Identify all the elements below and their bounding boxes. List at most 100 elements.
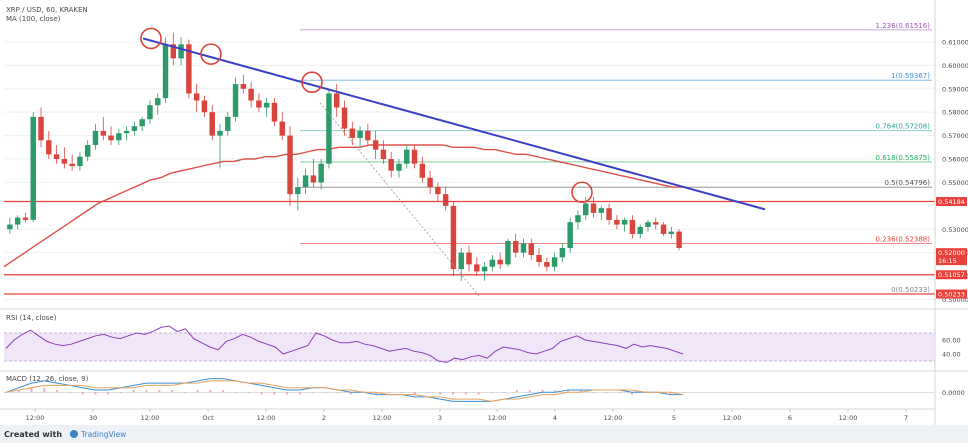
macd-histogram-bar: [605, 392, 608, 393]
candle-body: [53, 154, 60, 160]
candle-body: [372, 140, 379, 150]
fib-level-label: 1.236(0.61516): [876, 22, 931, 30]
candle-body: [497, 259, 503, 265]
rsi-line: [5, 325, 684, 363]
candle-body: [302, 175, 309, 188]
fib-level-label: 0.5(0.54796): [884, 179, 930, 187]
candle-body: [14, 217, 21, 225]
candle-body: [147, 105, 153, 120]
swing-circle: [200, 43, 222, 65]
price-tag: [936, 248, 967, 258]
macd-histogram-bar: [17, 390, 20, 393]
candle-body: [520, 243, 527, 253]
candle-body: [551, 257, 558, 267]
macd-histogram-bar: [222, 390, 225, 393]
price-tick-label: 0.59000: [942, 85, 968, 93]
candle-body: [217, 130, 223, 136]
macd-histogram-bar: [426, 392, 429, 393]
macd-histogram-bar: [349, 392, 352, 395]
footer-brand[interactable]: TradingView: [80, 430, 126, 439]
candle-body: [287, 135, 293, 195]
price-tag-label: 0.52000: [938, 249, 965, 257]
candle-body: [170, 44, 177, 59]
candle-body: [256, 100, 262, 108]
x-tick-label: 3: [438, 414, 442, 422]
trendline: [142, 37, 766, 298]
candle-body: [512, 240, 519, 253]
candle-body: [427, 177, 433, 188]
candle-body: [61, 159, 68, 164]
rsi-label: RSI (14, close): [6, 314, 57, 322]
candle-body: [660, 224, 667, 234]
candle-body: [232, 84, 239, 117]
macd-label: MACD (12, 26, close, 9): [6, 375, 89, 383]
candle-body: [583, 203, 589, 216]
ma-indicator-label: MA (100, close): [6, 15, 61, 23]
macd-histogram-bar: [171, 390, 174, 393]
candle-body: [201, 100, 208, 113]
candle-body: [590, 203, 597, 213]
x-tick-label: 30: [89, 414, 97, 422]
candle-body: [474, 264, 480, 272]
candle-body: [365, 130, 371, 141]
candle-body: [559, 247, 566, 258]
support-lines: [4, 200, 935, 295]
candle-body: [155, 98, 161, 106]
candle-body: [505, 240, 511, 265]
macd-histogram-bar: [400, 392, 403, 393]
candle-body: [248, 88, 254, 101]
candle-body: [209, 112, 215, 136]
bearish-trendline: [142, 37, 766, 211]
macd-histogram-bar: [209, 390, 212, 393]
macd-histogram-bar: [375, 392, 378, 395]
x-tick-label: 5: [672, 414, 676, 422]
macd-histogram-bar: [528, 390, 531, 393]
candle-body: [38, 116, 44, 141]
macd-histogram-bar: [273, 392, 276, 395]
candle-body: [614, 219, 620, 225]
candle-body: [676, 231, 682, 248]
candle-body: [411, 149, 418, 164]
price-tag-label: 0.50233: [938, 291, 965, 299]
macd-histogram-bar: [5, 392, 7, 393]
macd-histogram-bar: [592, 392, 595, 393]
candle-body: [84, 144, 91, 157]
candle-body: [116, 133, 122, 141]
ma100-line: [3, 144, 683, 268]
macd-histogram-bar: [81, 392, 84, 395]
decline-guide-line: [319, 102, 481, 298]
candle-body: [598, 208, 605, 213]
x-tick-label: 12:00: [604, 414, 623, 422]
swing-circle: [301, 71, 323, 94]
price-tag-label: 16:15: [938, 257, 957, 265]
candle-body: [450, 205, 457, 270]
price-tag: [936, 197, 967, 207]
x-tick-label: 12:00: [723, 414, 742, 422]
candle-body: [77, 156, 83, 167]
macd-tick-label: 0.0000: [942, 389, 965, 397]
symbol-title: XRP / USD, 60, KRAKEN: [6, 6, 88, 14]
x-tick-label: 12:00: [839, 414, 858, 422]
macd-panel: 0.0000: [4, 378, 965, 402]
candle-body: [466, 252, 472, 265]
tradingview-logo-icon[interactable]: [70, 430, 78, 438]
price-tag-label: 0.51057: [938, 271, 965, 279]
candle-body: [240, 84, 247, 89]
macd-histogram-bar: [515, 390, 518, 393]
price-tick-label: 0.57000: [942, 132, 968, 140]
candlestick-series: [7, 32, 682, 281]
macd-histogram-bar: [503, 392, 506, 393]
candle-body: [637, 226, 643, 234]
macd-histogram-bar: [132, 390, 135, 393]
candle-body: [341, 107, 348, 129]
candle-body: [123, 130, 130, 134]
candle-body: [30, 116, 36, 220]
macd-histogram-bar: [388, 392, 391, 393]
fib-level-label: 0.618(0.55875): [876, 154, 931, 162]
candle-body: [396, 163, 402, 171]
candle-body: [629, 219, 636, 234]
macd-histogram-bar: [94, 392, 97, 395]
candle-body: [419, 163, 426, 178]
time-axis: 12:00 30 12:00 Oct 12:00 2 12:00 3 12:00 4 12:00 5 1…: [26, 409, 908, 422]
price-tag: [936, 289, 967, 299]
